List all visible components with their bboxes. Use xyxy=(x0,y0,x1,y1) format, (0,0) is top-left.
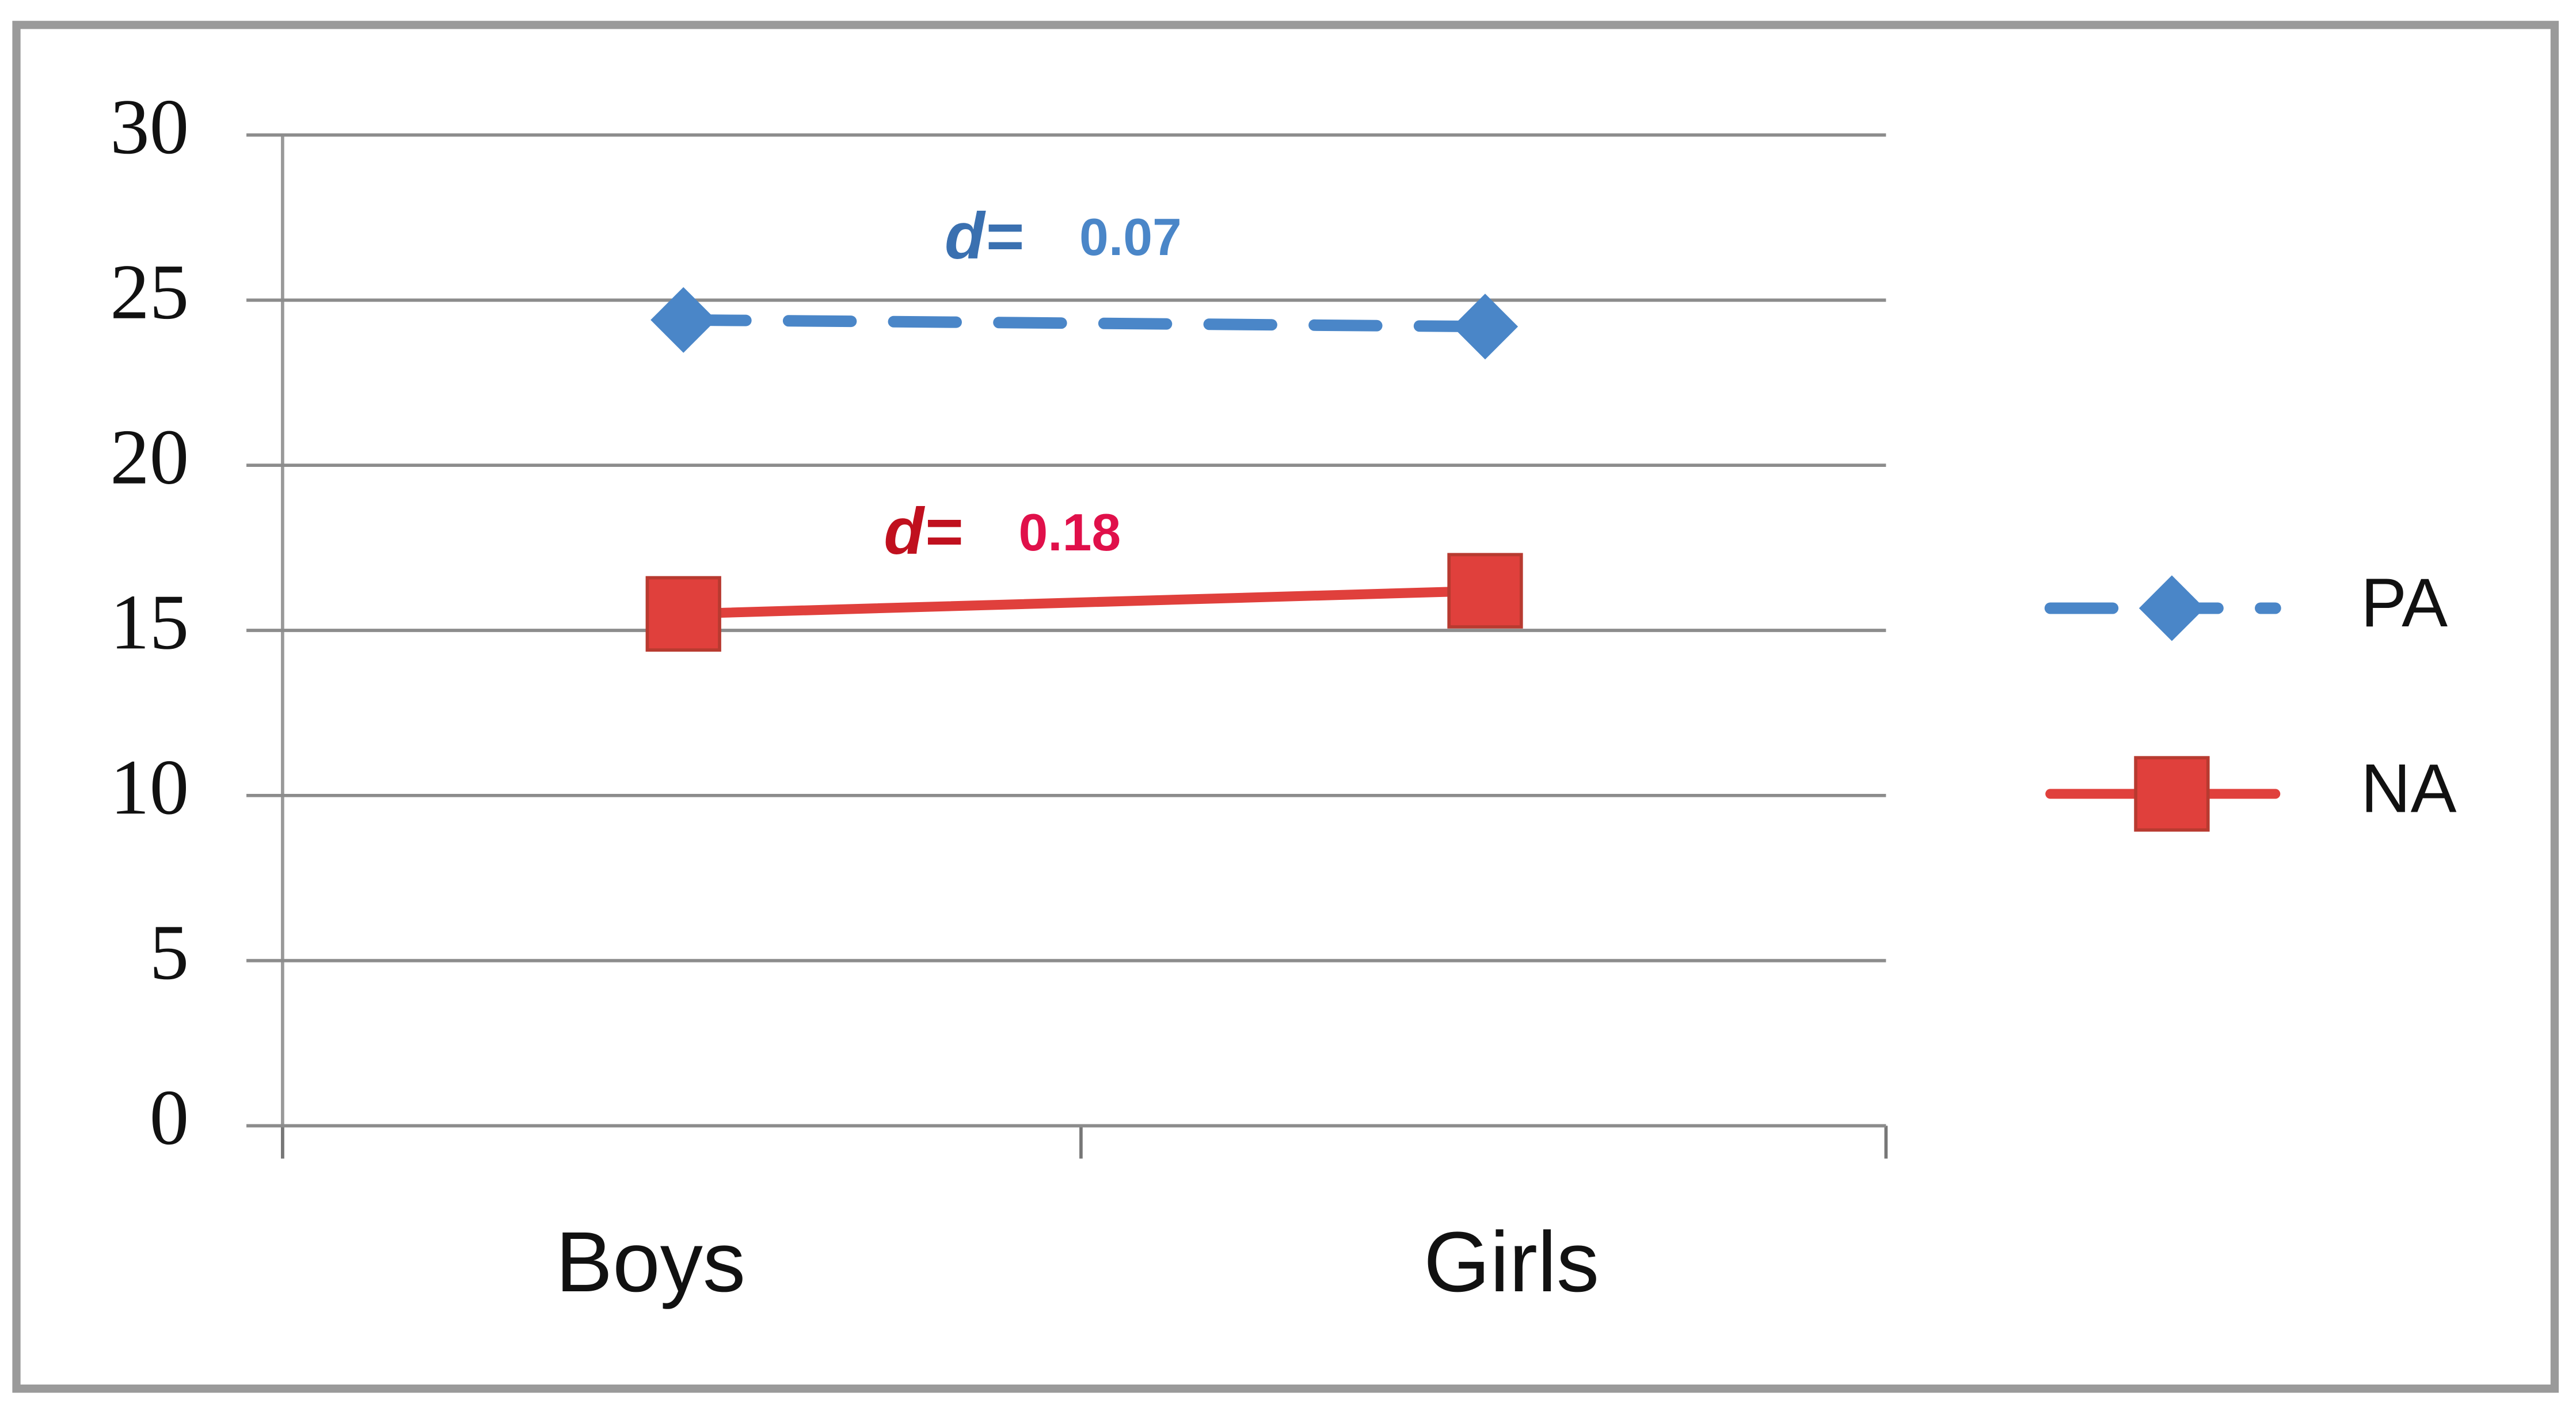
y-tick-label: 0 xyxy=(150,1074,189,1161)
data-point xyxy=(1447,553,1523,629)
annotation-value: 0.07 xyxy=(1079,208,1182,267)
annotation-prefix: d= xyxy=(884,495,962,568)
legend-label: PA xyxy=(2361,564,2448,641)
annotation-value: 0.18 xyxy=(1018,503,1121,562)
annotation-prefix: d= xyxy=(945,200,1023,273)
legend-marker xyxy=(2139,575,2205,641)
x-tick-label: Girls xyxy=(1424,1215,1599,1310)
y-tick-label: 30 xyxy=(110,83,189,170)
x-tick-label: Boys xyxy=(555,1215,745,1310)
data-point xyxy=(1452,294,1519,360)
y-tick-label: 10 xyxy=(110,743,189,831)
y-tick-label: 5 xyxy=(150,908,189,996)
data-point xyxy=(645,576,721,652)
chart-frame xyxy=(12,21,2559,1393)
data-point xyxy=(650,287,717,353)
series-line xyxy=(678,585,1490,619)
legend-marker xyxy=(2134,756,2210,832)
series-line xyxy=(678,314,1491,333)
y-tick-label: 25 xyxy=(110,248,189,336)
y-tick-label: 20 xyxy=(110,413,189,501)
legend-label: NA xyxy=(2361,750,2457,827)
y-tick-label: 15 xyxy=(110,578,189,666)
